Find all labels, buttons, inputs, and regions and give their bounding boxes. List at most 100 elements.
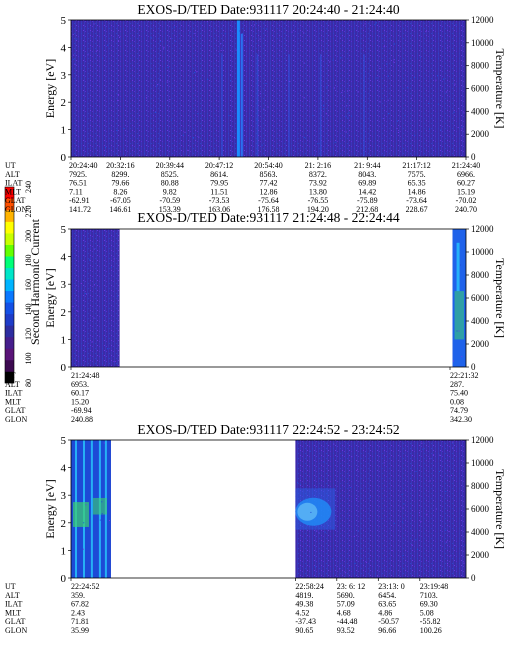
noise-pixel — [139, 140, 140, 142]
noise-pixel — [109, 520, 110, 521]
orbit-cell: -69.94 — [71, 406, 92, 415]
orbit-cell: 23:19:48 — [420, 582, 448, 591]
colorbar-tick-label: 220 — [24, 206, 33, 218]
noise-pixel — [123, 128, 125, 129]
noise-pixel — [159, 79, 161, 81]
noise-pixel — [84, 293, 86, 295]
orbit-cell: 176.58 — [258, 205, 280, 214]
noise-pixel — [234, 137, 235, 139]
colorbar-swatch — [5, 290, 14, 303]
noise-pixel — [114, 361, 116, 362]
data-block-speckle — [71, 20, 466, 157]
faint-stripe — [221, 54, 223, 157]
noise-pixel — [448, 531, 450, 533]
noise-pixel — [445, 529, 447, 531]
noise-pixel — [230, 80, 231, 82]
noise-pixel — [85, 504, 87, 506]
noise-pixel — [289, 81, 291, 82]
colorbar-tick-label: 180 — [24, 255, 33, 267]
y-tick-label: 4 — [61, 252, 67, 264]
noise-pixel — [452, 447, 454, 449]
noise-pixel — [388, 113, 389, 115]
y-tick-label: 3 — [61, 70, 67, 82]
colorbar-swatch — [5, 198, 14, 211]
orbit-row-label: GLON — [5, 205, 27, 214]
colorbar: 80 100 120 140 160 180 200 220 240 Second Harmon… — [4, 181, 42, 387]
orbit-cell: -75.89 — [357, 196, 378, 205]
noise-pixel — [411, 544, 413, 546]
noise-pixel — [402, 507, 404, 509]
noise-pixel — [118, 40, 120, 42]
noise-pixel — [259, 38, 261, 40]
noise-pixel — [420, 521, 422, 523]
noise-pixel — [297, 440, 299, 442]
noise-pixel — [426, 513, 428, 515]
noise-pixel — [228, 115, 230, 117]
orbit-row-label: MLT — [5, 397, 21, 406]
orbit-cell: 35.99 — [71, 626, 89, 635]
y2-tick-label: 8000 — [471, 481, 490, 491]
noise-pixel — [87, 54, 89, 56]
noise-pixel — [404, 115, 406, 117]
orbit-cell: 71.81 — [71, 617, 89, 626]
orbit-row-label: GLON — [5, 415, 27, 424]
colorbar-swatch — [5, 336, 14, 349]
orbit-cell: 79.66 — [111, 179, 129, 188]
noise-pixel — [253, 24, 255, 26]
energy-blob-core — [297, 502, 318, 521]
colorbar-tick-label: 160 — [24, 279, 33, 291]
noise-pixel — [157, 84, 159, 86]
colorbar-tick-label: 240 — [24, 181, 33, 193]
y2-tick-label: 0 — [471, 362, 476, 372]
noise-pixel — [445, 490, 447, 492]
y2-tick-label: 6000 — [471, 84, 490, 94]
noise-pixel — [173, 26, 175, 28]
noise-pixel — [333, 443, 335, 445]
orbit-row-label: ILAT — [5, 600, 22, 609]
noise-pixel — [463, 112, 465, 114]
noise-pixel — [206, 21, 208, 23]
noise-pixel — [189, 32, 191, 34]
orbit-cell: -62.91 — [69, 196, 90, 205]
colorbar-swatch — [5, 279, 14, 292]
noise-pixel — [341, 91, 343, 93]
y-tick-label: 5 — [61, 435, 67, 447]
noise-pixel — [452, 441, 454, 443]
y2-tick-label: 12000 — [471, 15, 494, 25]
noise-pixel — [267, 106, 269, 108]
noise-pixel — [334, 141, 336, 143]
noise-pixel — [332, 59, 334, 61]
noise-pixel — [211, 153, 213, 155]
noise-pixel — [76, 310, 78, 312]
noise-pixel — [435, 508, 437, 510]
noise-pixel — [440, 129, 442, 131]
noise-pixel — [221, 74, 223, 76]
panel: EXOS-D/TED Date:931117 22:24:52 - 23:24:… — [5, 422, 505, 635]
orbit-row-label: UT — [5, 582, 16, 591]
y-tick-label: 1 — [61, 334, 67, 346]
cyan-streak — [456, 242, 460, 292]
noise-pixel — [119, 36, 120, 38]
orbit-cell: 69.89 — [358, 179, 376, 188]
orbit-cell: 20:39:44 — [156, 161, 184, 170]
noise-pixel — [377, 575, 378, 577]
orbit-cell: 6953. — [71, 380, 89, 389]
noise-pixel — [309, 450, 311, 452]
energy-halo — [295, 488, 336, 530]
noise-pixel — [461, 356, 463, 358]
noise-pixel — [219, 53, 221, 55]
orbit-cell: 65.35 — [408, 179, 426, 188]
noise-pixel — [74, 63, 76, 65]
noise-pixel — [457, 127, 459, 129]
orbit-cell: 96.66 — [378, 626, 396, 635]
noise-pixel — [349, 487, 351, 488]
y2-axis-label: Temperature [K] — [493, 258, 505, 338]
orbit-cell: 76.51 — [69, 179, 87, 188]
orbit-cell: -73.53 — [209, 196, 230, 205]
orbit-cell: -70.59 — [159, 196, 180, 205]
orbit-cell: 22:24:52 — [71, 582, 99, 591]
orbit-cell: 8.26 — [113, 187, 127, 196]
orbit-row-label: UT — [5, 161, 16, 170]
orbit-cell: 7103. — [420, 591, 438, 600]
